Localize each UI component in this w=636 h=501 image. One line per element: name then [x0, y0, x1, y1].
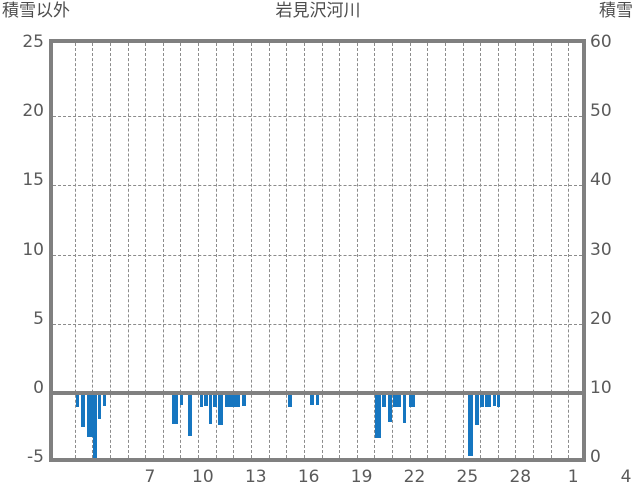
bar — [208, 392, 212, 424]
vertical-gridline — [480, 43, 482, 458]
y-axis-right-tick: 60 — [590, 32, 612, 52]
bar — [310, 392, 314, 406]
bar — [492, 392, 496, 406]
bar — [87, 392, 93, 438]
vertical-gridline — [321, 43, 323, 458]
bar — [392, 392, 401, 408]
vertical-gridline — [550, 43, 552, 458]
vertical-gridline — [303, 43, 305, 458]
x-axis-tick: 22 — [403, 467, 426, 487]
x-axis-tick: 10 — [192, 467, 214, 487]
vertical-gridline — [515, 43, 517, 458]
page-title: 岩見沢河川 — [275, 1, 361, 21]
y-axis-right-tick: 20 — [590, 308, 612, 329]
vertical-gridline — [339, 43, 341, 458]
bar — [474, 392, 479, 426]
vertical-gridline — [109, 43, 111, 458]
vertical-gridline — [409, 43, 411, 458]
bar — [179, 392, 184, 406]
bar — [213, 392, 218, 407]
x-axis-tick: 13 — [244, 467, 267, 487]
y-axis-left-tick: 0 — [33, 377, 44, 398]
bar — [242, 392, 247, 406]
bar — [97, 392, 102, 420]
y-axis-right-tick: 0 — [590, 447, 601, 467]
vertical-gridline — [92, 43, 94, 458]
horizontal-gridline — [53, 254, 582, 256]
vertical-gridline — [427, 43, 429, 458]
left-axis-title: 積雪以外 — [2, 1, 70, 21]
bar — [172, 392, 178, 424]
vertical-gridline — [268, 43, 270, 458]
y-axis-left-tick: 25 — [22, 32, 44, 52]
x-axis-tick: 1 — [567, 467, 579, 487]
bar — [93, 392, 97, 458]
vertical-gridline — [356, 43, 358, 458]
vertical-gridline — [462, 43, 464, 458]
bar — [224, 392, 240, 408]
bar — [218, 392, 224, 425]
vertical-gridline — [533, 43, 535, 458]
vertical-gridline — [127, 43, 129, 458]
horizontal-gridline — [53, 185, 582, 187]
bar — [382, 392, 387, 407]
bar — [408, 392, 415, 407]
bar — [316, 392, 320, 406]
y-axis-left-tick: 10 — [22, 239, 44, 260]
bar — [375, 392, 381, 439]
x-axis-tick: 16 — [297, 467, 320, 487]
x-axis-tick: 7 — [144, 467, 156, 487]
vertical-gridline — [233, 43, 235, 458]
zero-baseline — [53, 390, 582, 395]
bar — [75, 392, 80, 408]
y-axis-left-tick: -5 — [27, 447, 44, 467]
y-axis-right-tick: 30 — [590, 239, 612, 260]
bar — [287, 392, 292, 407]
horizontal-gridline — [53, 116, 582, 118]
vertical-gridline — [392, 43, 394, 458]
bar — [496, 392, 501, 407]
bar — [199, 392, 203, 407]
y-axis-left-tick: 20 — [22, 101, 44, 122]
vertical-gridline — [74, 43, 76, 458]
vertical-gridline — [497, 43, 499, 458]
y-axis-right-tick: 10 — [590, 377, 612, 398]
horizontal-gridline — [53, 323, 582, 325]
plot-inner — [53, 43, 582, 458]
bar — [467, 392, 473, 456]
vertical-gridline — [180, 43, 182, 458]
vertical-gridline — [215, 43, 217, 458]
x-axis-tick: 19 — [350, 467, 373, 487]
vertical-gridline — [444, 43, 446, 458]
bar — [204, 392, 209, 406]
right-axis-title: 積雪 — [599, 1, 633, 21]
x-axis-tick: 28 — [509, 467, 532, 487]
bar — [480, 392, 485, 407]
plot-area — [49, 39, 586, 462]
bar — [188, 392, 193, 436]
vertical-gridline — [286, 43, 288, 458]
y-axis-left-tick: 5 — [33, 308, 44, 329]
vertical-gridline — [374, 43, 376, 458]
x-axis-tick: 25 — [456, 467, 479, 487]
x-axis-tick: 4 — [620, 467, 632, 487]
y-axis-right-tick: 40 — [590, 170, 612, 191]
vertical-gridline — [162, 43, 164, 458]
bar — [80, 392, 85, 427]
y-axis-left-tick: 15 — [22, 170, 44, 191]
bar — [387, 392, 393, 422]
vertical-gridline — [250, 43, 252, 458]
bar — [102, 392, 107, 406]
vertical-gridline — [568, 43, 570, 458]
vertical-gridline — [198, 43, 200, 458]
vertical-gridline — [145, 43, 147, 458]
y-axis-right-tick: 50 — [590, 101, 612, 122]
bar — [402, 392, 407, 424]
bar — [485, 392, 491, 407]
